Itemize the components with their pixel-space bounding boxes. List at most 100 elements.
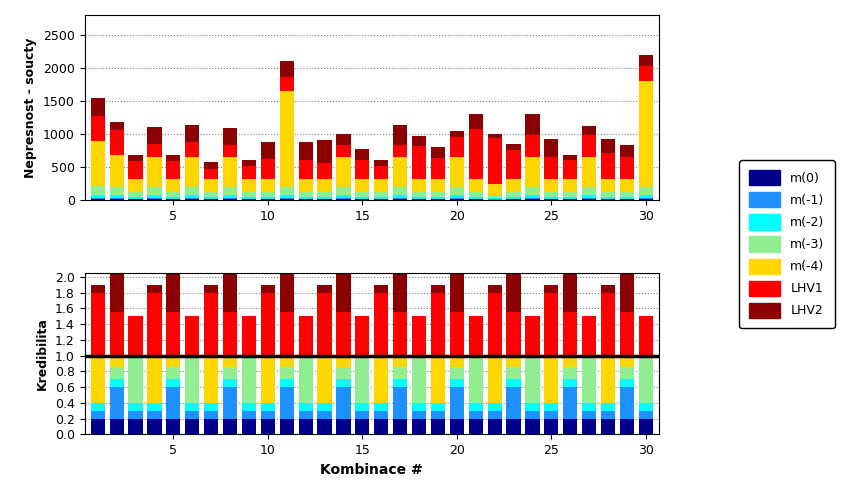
Bar: [110, 195, 123, 198]
Bar: [185, 142, 199, 157]
Bar: [336, 265, 350, 312]
Bar: [90, 98, 105, 116]
Bar: [203, 285, 218, 293]
Bar: [619, 379, 633, 387]
Bar: [506, 367, 520, 379]
Bar: [279, 312, 294, 356]
Bar: [374, 192, 388, 197]
Bar: [562, 265, 576, 312]
Bar: [241, 403, 256, 411]
Bar: [147, 285, 161, 293]
Bar: [506, 150, 520, 179]
Bar: [487, 293, 501, 356]
Bar: [506, 192, 520, 197]
Bar: [110, 312, 123, 356]
Bar: [241, 356, 256, 403]
Bar: [241, 197, 256, 199]
Bar: [487, 419, 501, 434]
Bar: [582, 135, 596, 157]
Bar: [468, 114, 482, 129]
Bar: [487, 134, 501, 138]
Bar: [90, 411, 105, 419]
Bar: [582, 126, 596, 135]
Bar: [336, 379, 350, 387]
Bar: [128, 356, 143, 403]
Bar: [544, 199, 558, 200]
Bar: [619, 356, 633, 367]
Bar: [317, 356, 331, 403]
Bar: [298, 160, 312, 179]
Bar: [317, 197, 331, 199]
Bar: [279, 61, 294, 77]
Bar: [582, 195, 596, 198]
X-axis label: Kombinace #: Kombinace #: [320, 463, 423, 477]
Bar: [562, 419, 576, 434]
Bar: [430, 197, 445, 199]
Bar: [506, 265, 520, 312]
Bar: [638, 55, 652, 66]
Bar: [430, 158, 445, 179]
Bar: [261, 285, 274, 293]
Bar: [203, 192, 218, 197]
Bar: [544, 192, 558, 197]
Bar: [374, 166, 388, 179]
Bar: [412, 199, 425, 200]
Bar: [449, 195, 463, 198]
Bar: [166, 387, 181, 419]
Bar: [90, 403, 105, 411]
Bar: [223, 198, 237, 200]
Bar: [279, 186, 294, 195]
Bar: [261, 199, 274, 200]
Bar: [298, 192, 312, 197]
Bar: [562, 160, 576, 179]
Bar: [619, 387, 633, 419]
Bar: [638, 403, 652, 411]
Bar: [203, 356, 218, 403]
Bar: [430, 147, 445, 158]
Bar: [298, 197, 312, 199]
Bar: [562, 155, 576, 160]
Bar: [317, 140, 331, 163]
Bar: [374, 179, 388, 192]
Bar: [354, 199, 369, 200]
Bar: [223, 356, 237, 367]
Bar: [203, 403, 218, 411]
Bar: [638, 66, 652, 81]
Bar: [374, 403, 388, 411]
Bar: [203, 197, 218, 199]
Bar: [449, 356, 463, 367]
Bar: [392, 198, 407, 200]
Bar: [506, 387, 520, 419]
Bar: [544, 139, 558, 157]
Bar: [223, 419, 237, 434]
Bar: [544, 419, 558, 434]
Bar: [298, 356, 312, 403]
Bar: [638, 198, 652, 200]
Bar: [203, 419, 218, 434]
Bar: [354, 179, 369, 192]
Bar: [298, 142, 312, 160]
Bar: [166, 367, 181, 379]
Bar: [449, 387, 463, 419]
Bar: [261, 411, 274, 419]
Bar: [317, 192, 331, 197]
Bar: [449, 198, 463, 200]
Bar: [241, 199, 256, 200]
Bar: [90, 293, 105, 356]
Bar: [600, 285, 614, 293]
Bar: [525, 157, 539, 186]
Bar: [147, 293, 161, 356]
Bar: [449, 312, 463, 356]
Bar: [241, 179, 256, 192]
Bar: [525, 419, 539, 434]
Bar: [619, 312, 633, 356]
Bar: [600, 153, 614, 179]
Bar: [110, 367, 123, 379]
Bar: [128, 162, 143, 179]
Bar: [544, 285, 558, 293]
Bar: [468, 316, 482, 356]
Bar: [525, 316, 539, 356]
Bar: [412, 146, 425, 179]
Bar: [600, 197, 614, 199]
Bar: [374, 197, 388, 199]
